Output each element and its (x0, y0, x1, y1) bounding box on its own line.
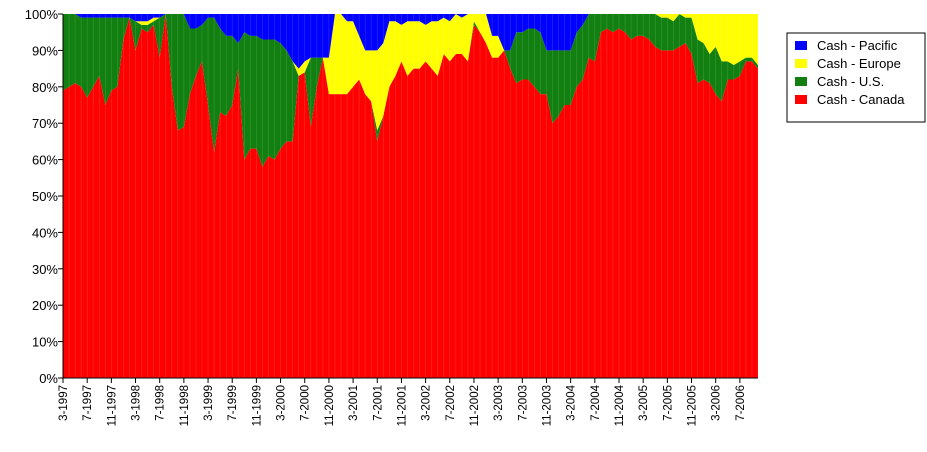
x-tick-label: 11-2000 (324, 385, 336, 426)
legend-label: Cash - Pacific (817, 38, 898, 53)
x-tick-label: 7-2001 (372, 385, 384, 421)
x-tick-label: 3-2005 (638, 385, 650, 421)
x-tick-label: 7-1998 (155, 385, 167, 421)
x-tick-label: 11-2005 (687, 385, 699, 426)
legend-swatch (795, 41, 807, 50)
y-tick-label: 90% (32, 43, 58, 58)
x-tick-label: 7-2006 (735, 385, 747, 421)
x-tick-label: 3-2002 (421, 385, 433, 421)
x-tick-label: 7-1997 (82, 385, 94, 421)
x-tick-label: 11-2003 (541, 385, 553, 426)
y-tick-label: 60% (32, 153, 58, 168)
x-tick-label: 11-1997 (106, 385, 118, 426)
y-tick-label: 50% (32, 189, 58, 204)
area (63, 14, 758, 167)
x-tick-label: 7-2002 (445, 385, 457, 421)
x-tick-label: 7-2000 (300, 385, 312, 421)
legend-label: Cash - Canada (817, 92, 905, 107)
plot-area (63, 14, 759, 378)
x-tick-label: 3-2004 (566, 384, 578, 420)
x-tick-label: 3-1997 (58, 385, 70, 421)
y-tick-label: 0% (39, 371, 58, 386)
x-tick-label: 7-1999 (227, 385, 239, 421)
x-tick-label: 11-1999 (251, 385, 263, 426)
x-tick-label: 3-1999 (203, 385, 215, 421)
legend: Cash - Pacific Cash - Europe Cash - U.S. Ca… (786, 32, 926, 123)
x-tick-label: 3-1998 (131, 385, 143, 421)
legend-box (786, 32, 926, 123)
x-tick-label: 3-2006 (711, 385, 723, 421)
legend-label: Cash - Europe (817, 56, 901, 71)
y-tick-label: 70% (32, 116, 58, 131)
legend-label: Cash - U.S. (817, 74, 884, 89)
x-tick-label: 11-1998 (179, 385, 191, 426)
x-tick-label: 3-2001 (348, 385, 360, 421)
y-tick-label: 10% (32, 335, 58, 350)
y-tick-label: 30% (32, 262, 58, 277)
y-tick-label: 80% (32, 80, 58, 95)
area (63, 14, 758, 378)
area (63, 14, 758, 69)
legend-swatch (795, 59, 807, 68)
legend-swatch (795, 95, 807, 104)
x-tick-label: 11-2001 (396, 385, 408, 426)
y-tick-label: 100% (25, 7, 59, 22)
x-tick-label: 3-2003 (493, 385, 505, 421)
axes: 0% 10% 20% 30% 40% 50% 60% 70% 80% 90% 100% 3-1997 7… (25, 7, 758, 426)
y-tick-label: 40% (32, 225, 58, 240)
x-tick-label: 7-2005 (662, 385, 674, 421)
x-tick-label: 7-2004 (590, 384, 602, 420)
y-tick-label: 20% (32, 298, 58, 313)
area (63, 14, 758, 131)
x-tick-label: 7-2003 (517, 385, 529, 421)
x-tick-label: 11-2004 (614, 384, 626, 426)
x-tick-label: 3-2000 (276, 385, 288, 421)
x-tick-label: 11-2002 (469, 385, 481, 426)
legend-swatch (795, 77, 807, 86)
